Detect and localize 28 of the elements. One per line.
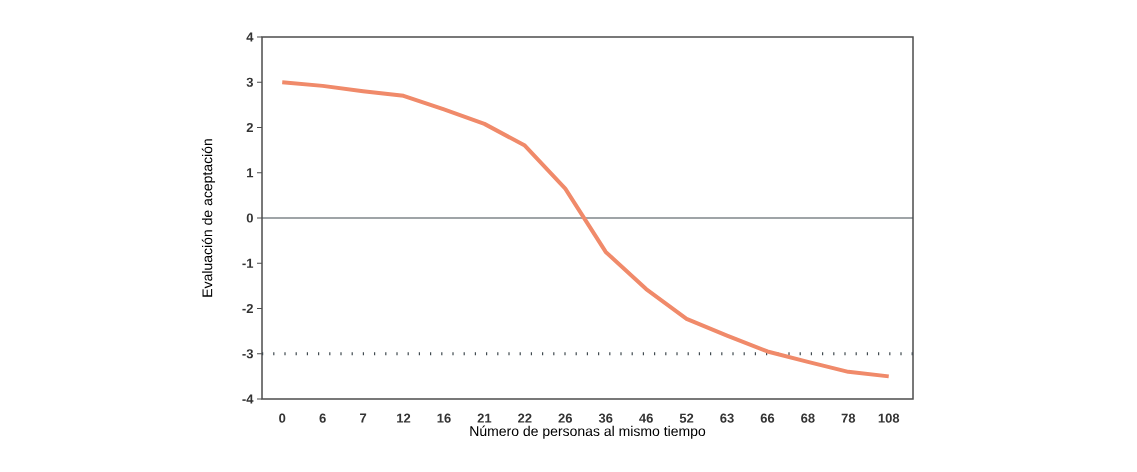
x-tick-label: 52 [679,413,694,423]
y-tick-label: -1 [242,258,254,268]
x-tick-label: 6 [319,413,326,423]
x-tick-label: 16 [437,413,451,423]
y-tick-label: 2 [246,122,253,133]
x-tick-label: 26 [558,413,573,423]
x-tick-label: 12 [397,413,411,423]
x-tick-label: 36 [598,413,613,423]
x-tick-label: 66 [760,413,775,423]
x-axis-title: Número de personas al mismo tiempo [470,425,706,439]
y-tick-label: -3 [242,349,253,359]
x-tick-label: 78 [841,413,856,423]
x-tick-label: 63 [720,413,734,423]
x-tick-label: 7 [360,413,367,423]
y-tick-label: 0 [246,213,253,223]
y-tick-label: 3 [246,77,253,87]
y-axis-title: Evaluación de aceptación [201,139,216,297]
x-tick-label: 46 [639,413,653,423]
line-series [280,80,891,379]
x-tick-label: 22 [518,413,532,423]
y-tick-label: 1 [247,168,254,178]
y-tick-label: -2 [242,303,253,314]
x-tick-label: 68 [801,413,815,423]
y-tick-label: -4 [242,394,254,404]
x-tick-label: 108 [878,413,900,423]
y-tick-label: 4 [246,32,254,42]
x-tick-label: 21 [477,413,492,423]
x-tick-label: 0 [279,413,286,423]
